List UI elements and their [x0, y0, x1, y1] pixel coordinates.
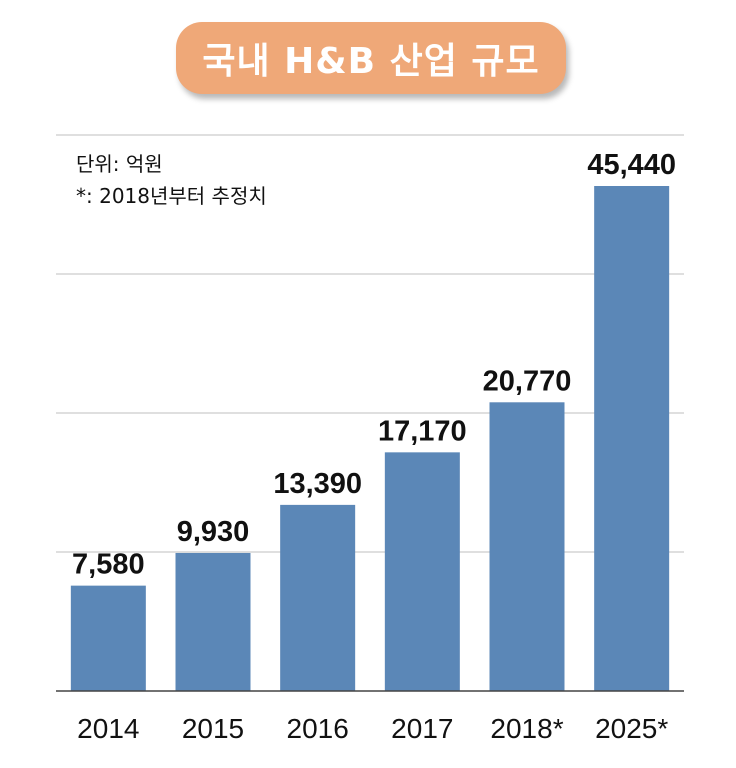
x-tick-label: 2017 [391, 713, 453, 744]
x-tick-label: 2015 [182, 713, 244, 744]
bar-2017 [384, 452, 460, 691]
bars [70, 186, 670, 691]
bar-2025-est [594, 186, 670, 691]
bar-2015 [175, 552, 251, 691]
gridlines [56, 134, 684, 553]
value-labels: 7,580 9,930 13,390 17,170 20,770 45,440 [72, 149, 676, 581]
x-tick-labels: 2014 2015 2016 2017 2018* 2025* [77, 713, 668, 744]
chart-notes: 단위: 억원 *: 2018년부터 추정치 [76, 148, 267, 212]
value-label: 7,580 [72, 549, 145, 581]
value-label: 20,770 [483, 365, 572, 397]
x-tick-label: 2025* [595, 713, 668, 744]
value-label: 9,930 [177, 516, 250, 548]
unit-note: 단위: 억원 [76, 152, 163, 176]
x-tick-label: 2018* [490, 713, 563, 744]
x-tick-label: 2014 [77, 713, 139, 744]
bar-2016 [280, 504, 356, 691]
x-tick-label: 2016 [287, 713, 349, 744]
footnote: *: 2018년부터 추정치 [76, 184, 267, 208]
bar-2014 [70, 585, 146, 691]
value-label: 13,390 [273, 468, 362, 500]
value-label: 17,170 [378, 415, 467, 447]
value-label: 45,440 [587, 149, 676, 181]
bar-2018-est [489, 402, 565, 691]
chart-title: 국내 H&B 산업 규모 [176, 22, 566, 94]
